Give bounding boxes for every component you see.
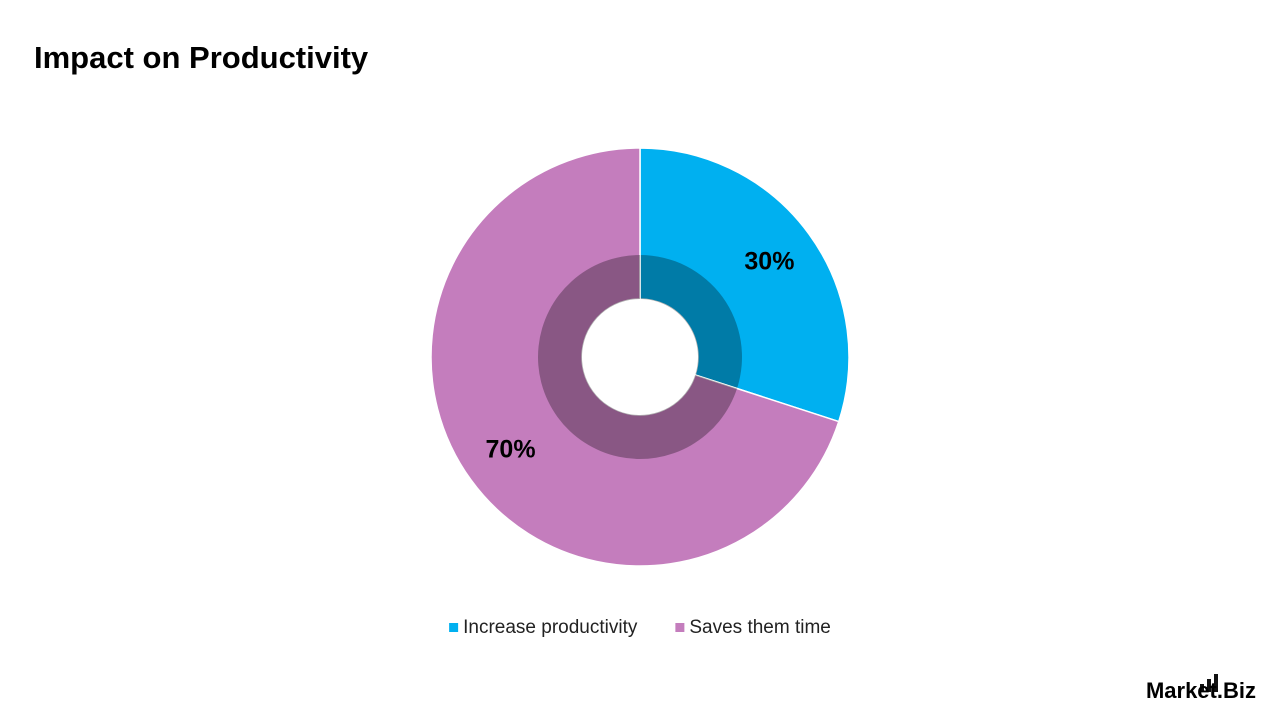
slice [430, 147, 840, 567]
legend-swatch [675, 623, 685, 632]
data-label: 70% [486, 436, 536, 464]
slice [639, 147, 850, 423]
logo-bar [1214, 674, 1218, 692]
data-label: 30% [744, 248, 794, 276]
legend-label: Increase productivity [463, 617, 638, 638]
pie: 30% 70% [430, 147, 850, 567]
slice-shade [538, 255, 738, 459]
logo-bar [1200, 684, 1204, 692]
legend: Increase productivity Saves them time [449, 617, 831, 638]
legend-swatch [449, 623, 459, 632]
brand-name: Market.Biz [1146, 678, 1256, 703]
chart-title: Impact on Productivity [34, 40, 369, 75]
brand-logo: Market.Biz [1146, 674, 1256, 703]
slice-shade [640, 255, 743, 389]
legend-label: Saves them time [689, 617, 831, 638]
logo-bar [1207, 679, 1211, 692]
